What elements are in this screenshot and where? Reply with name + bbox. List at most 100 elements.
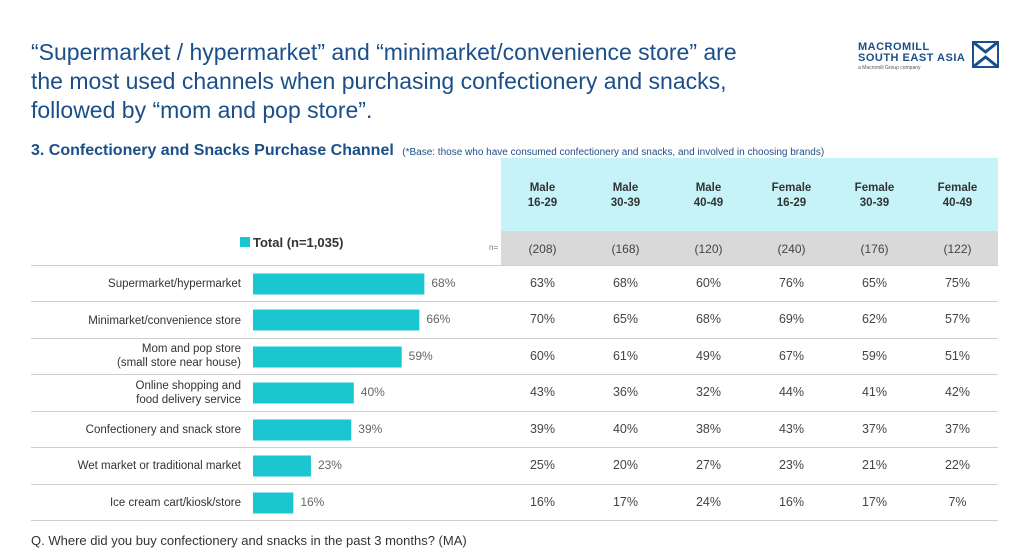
sample-size: (176) <box>860 242 889 256</box>
column-header-age: 40-49 <box>942 197 973 209</box>
category-label: Confectionery and snack store <box>86 423 241 437</box>
macromill-logo: MACROMILL SOUTH EAST ASIA a Macromill Gr… <box>858 41 1003 71</box>
table-cell: 60% <box>695 276 722 290</box>
bar <box>253 455 311 477</box>
table-cell: 43% <box>778 422 805 436</box>
column-header-gender: Female <box>937 182 978 194</box>
column-header-age: 40-49 <box>693 197 724 209</box>
table-cell: 22% <box>944 458 971 472</box>
table-cell: 23% <box>778 458 805 472</box>
category-label-line: Ice cream cart/kiosk/store <box>109 497 241 509</box>
bar-value-label: 68% <box>431 276 456 290</box>
column-header: Male 16-29 <box>501 181 584 211</box>
column-header: Female 40-49 <box>916 181 999 211</box>
bar-value-label: 59% <box>408 349 433 363</box>
row-divider <box>31 374 998 375</box>
category-label: Mom and pop store (small store near house… <box>117 342 241 370</box>
bar <box>253 309 420 331</box>
category-label: Ice cream cart/kiosk/store <box>110 496 241 510</box>
column-header-age: 30-39 <box>610 197 641 209</box>
category-label-line: Mom and pop store <box>141 343 241 355</box>
chart-title: 3. Confectionery and Snacks Purchase Cha… <box>31 142 394 159</box>
bar-value-label: 66% <box>426 312 451 326</box>
bar-value-label: 39% <box>358 422 383 436</box>
category-label: Wet market or traditional market <box>78 459 241 473</box>
n-label: n= <box>489 243 499 252</box>
table-cell: 38% <box>695 422 722 436</box>
logo-line-2: SOUTH EAST ASIA <box>858 52 966 64</box>
category-label-line: Online shopping and <box>135 380 242 392</box>
column-header-gender: Male <box>612 182 639 194</box>
chart-subtitle: 3. Confectionery and Snacks Purchase Cha… <box>31 142 824 160</box>
logo-mark-icon <box>972 41 999 68</box>
logo-line-1: MACROMILL <box>858 41 930 53</box>
row-divider <box>31 301 998 302</box>
bar <box>253 382 354 404</box>
column-header-gender: Female <box>854 182 895 194</box>
table-cell: 51% <box>944 349 971 363</box>
table-cell: 69% <box>778 312 805 326</box>
table-cell: 67% <box>778 349 805 363</box>
sample-size: (122) <box>943 242 972 256</box>
title-line: followed by “mom and pop store”. <box>31 97 373 123</box>
table-cell: 24% <box>695 495 722 509</box>
table-cell: 61% <box>612 349 639 363</box>
sample-size: (168) <box>611 242 640 256</box>
legend-swatch <box>240 237 250 247</box>
row-divider <box>31 484 998 485</box>
column-header-gender: Male <box>529 182 556 194</box>
category-label: Online shopping and food delivery service <box>136 379 242 407</box>
bar <box>253 273 425 295</box>
slide-title: “Supermarket / hypermarket” and “minimar… <box>31 38 831 125</box>
base-note: (*Base: those who have consumed confecti… <box>402 147 825 158</box>
table-cell: 75% <box>944 276 971 290</box>
category-label-line: food delivery service <box>136 394 241 406</box>
table-cell: 37% <box>944 422 971 436</box>
category-label-line: (small store near house) <box>117 357 241 369</box>
bar-value-label: 40% <box>360 385 385 399</box>
sample-size: (240) <box>777 242 806 256</box>
table-cell: 43% <box>529 385 556 399</box>
category-label-line: Supermarket/hypermarket <box>108 278 241 290</box>
table-cell: 68% <box>612 276 639 290</box>
column-header: Male 40-49 <box>667 181 750 211</box>
title-line: the most used channels when purchasing c… <box>31 68 727 94</box>
table-cell: 68% <box>695 312 722 326</box>
logo-line-3: a Macromill Group company <box>858 65 921 71</box>
table-cell: 40% <box>612 422 639 436</box>
table-cell: 65% <box>861 276 888 290</box>
table-cell: 60% <box>529 349 556 363</box>
category-label-line: Minimarket/convenience store <box>88 315 241 327</box>
sample-size: (120) <box>694 242 723 256</box>
table-cell: 20% <box>612 458 639 472</box>
title-line: “Supermarket / hypermarket” and “minimar… <box>31 39 737 65</box>
table-header-band <box>501 158 998 231</box>
table-cell: 27% <box>695 458 722 472</box>
table-cell: 44% <box>778 385 805 399</box>
column-header-age: 16-29 <box>776 197 807 209</box>
table-cell: 70% <box>529 312 556 326</box>
table-cell: 25% <box>529 458 556 472</box>
table-cell: 65% <box>612 312 639 326</box>
table-cell: 57% <box>944 312 971 326</box>
column-header-gender: Female <box>771 182 812 194</box>
category-label-line: Confectionery and snack store <box>85 424 241 436</box>
table-cell: 17% <box>861 495 888 509</box>
table-cell: 62% <box>861 312 888 326</box>
column-header: Female 30-39 <box>833 181 916 211</box>
bar <box>253 419 352 441</box>
table-cell: 76% <box>778 276 805 290</box>
table-cell: 42% <box>944 385 971 399</box>
row-divider <box>31 411 998 412</box>
table-cell: 63% <box>529 276 556 290</box>
table-n-band <box>501 231 998 265</box>
bar-value-label: 16% <box>300 495 325 509</box>
table-cell: 36% <box>612 385 639 399</box>
column-header: Male 30-39 <box>584 181 667 211</box>
table-cell: 49% <box>695 349 722 363</box>
legend: Total (n=1,035) <box>240 235 343 250</box>
table-cell: 32% <box>695 385 722 399</box>
table-cell: 37% <box>861 422 888 436</box>
row-divider <box>31 338 998 339</box>
